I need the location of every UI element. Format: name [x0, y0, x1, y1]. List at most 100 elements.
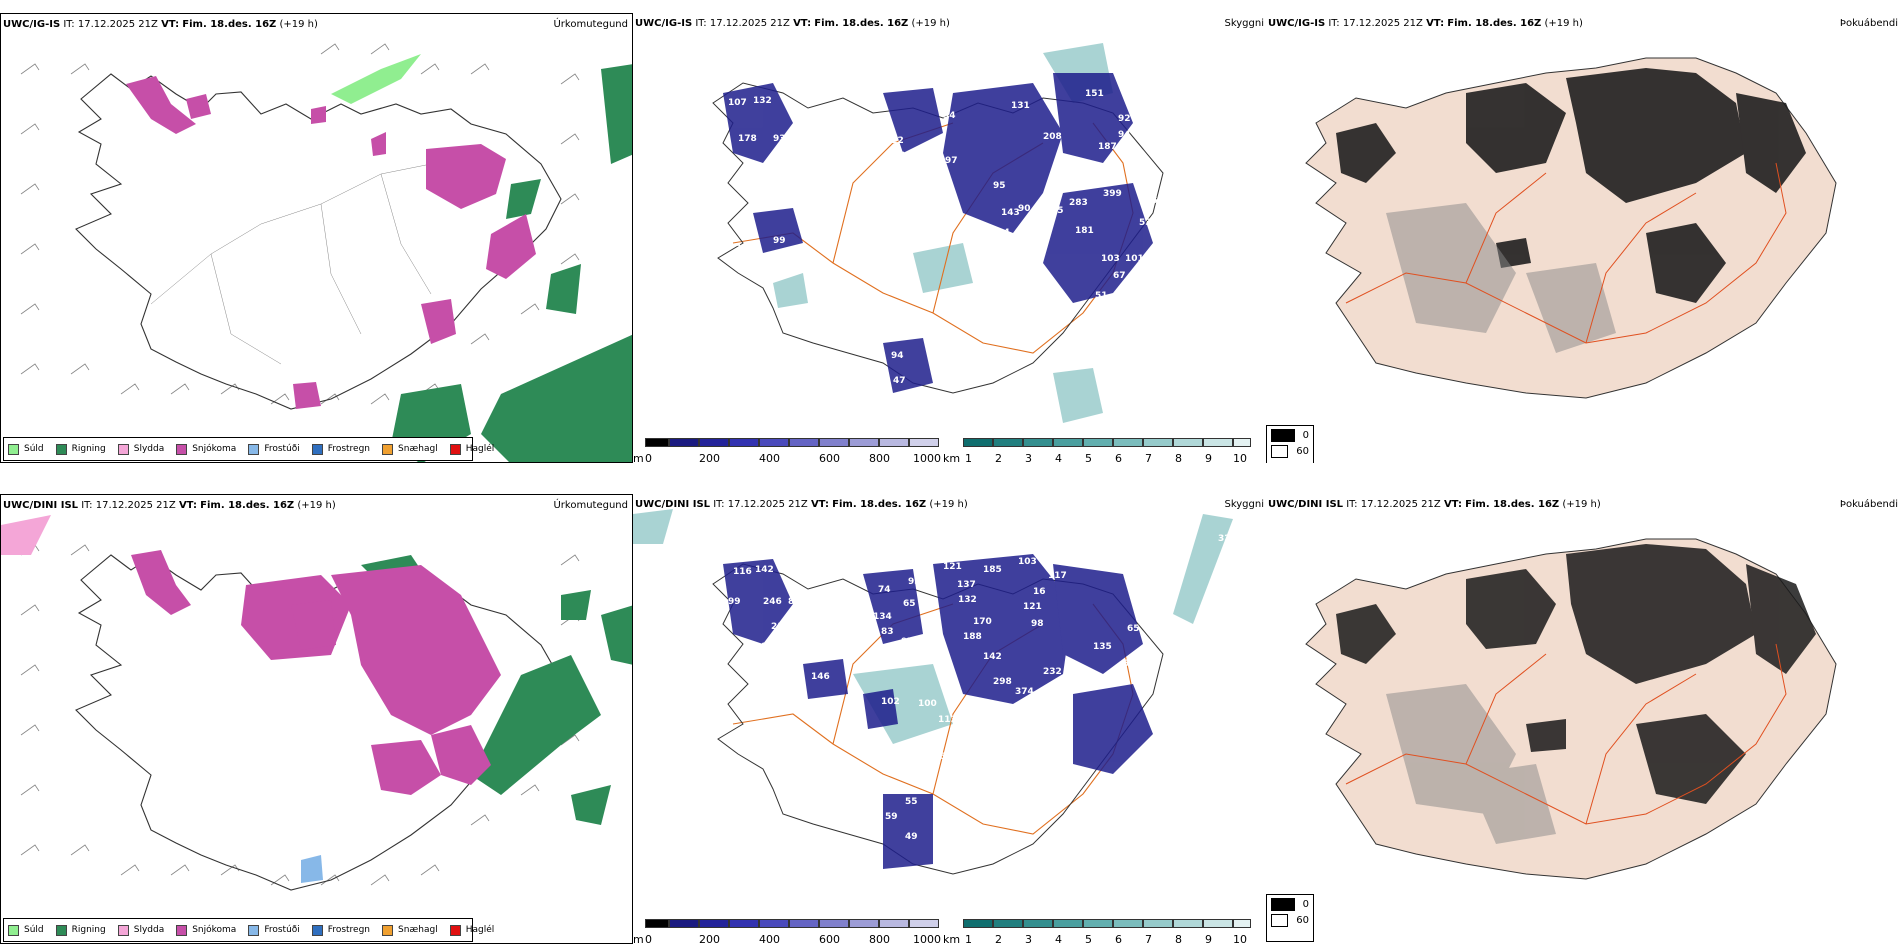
wind-barbs — [20, 43, 580, 405]
cloud-label: 143 — [1001, 208, 1020, 218]
legend-item: Frostúði — [248, 443, 300, 455]
panel-title: Úrkomutegund — [553, 19, 628, 30]
legend-item: Rigning — [55, 924, 106, 936]
precip-type-legend: Súld Rigning Slydda Snjókoma Frostúði Fr… — [3, 437, 494, 461]
cloud-label: 185 — [983, 565, 1002, 575]
cloud-label: 56 — [1145, 196, 1158, 206]
panel-header: UWC/IG-IS IT: 17.12.2025 21Z VT: Fim. 18… — [1268, 18, 1583, 29]
legend-item: Súld — [8, 924, 44, 936]
cloud-label: 188 — [963, 632, 982, 642]
cloud-label: 65 — [1127, 624, 1140, 634]
cloud-label: 99 — [773, 236, 786, 246]
cloud-label: 47 — [893, 376, 906, 386]
visibility-areas — [633, 509, 1233, 744]
legend-item: Slydda — [117, 924, 164, 936]
cloud-label: 93 — [773, 134, 786, 144]
cloud-label: 158 — [813, 717, 832, 727]
snow-areas — [126, 76, 536, 409]
cloud-label: 178 — [738, 134, 757, 144]
cloud-label: 187 — [1098, 142, 1117, 152]
precip-map — [1, 515, 632, 891]
cloud-label: 54 — [1123, 659, 1136, 669]
precip-type-panel-row2: UWC/DINI ISL IT: 17.12.2025 21Z VT: Fim.… — [0, 494, 633, 944]
precip-map — [20, 43, 632, 462]
cloud-label: 90 — [1018, 204, 1031, 214]
cloud-label: 58 — [1067, 304, 1080, 314]
cloud-label: 26 — [983, 747, 996, 757]
cloud-label: 41 — [1128, 166, 1141, 176]
cloud-label: 399 — [1103, 189, 1122, 199]
cloud-base-labels: 107 132 178 93 126 76 155 52 99 122 83 3… — [669, 89, 1158, 386]
cloud-label: 97 — [901, 637, 914, 647]
panel-header: UWC/IG-IS IT: 17.12.2025 21Z VT: Fim. 18… — [3, 19, 318, 30]
cloud-label: 210 — [955, 730, 974, 740]
legend-item: Haglél — [449, 443, 494, 455]
cloud-base-areas — [723, 554, 1153, 869]
cloud-label: 98 — [1031, 619, 1044, 629]
cloud-label: 53 — [1139, 218, 1152, 228]
cloud-label: 84 — [763, 687, 776, 697]
cloud-label: 326 — [1218, 534, 1237, 544]
fog-dark-areas — [1336, 68, 1806, 303]
cloud-label: 132 — [958, 595, 977, 605]
iceland-outline — [75, 554, 562, 891]
legend-item: Snjókoma — [176, 924, 236, 936]
legend-item: Slydda — [117, 443, 164, 455]
cloud-label: 95 — [993, 181, 1006, 191]
cloud-label: 97 — [761, 642, 774, 652]
cloud-label: 99 — [728, 597, 741, 607]
cloud-label: 93 — [908, 577, 921, 587]
cloud-label: 113 — [938, 715, 957, 725]
cloud-label: 181 — [1075, 226, 1094, 236]
cloud-label: 117 — [1048, 571, 1067, 581]
cloud-label: 151 — [1085, 89, 1104, 99]
cloud-base-labels: 116 142 99 246 80 211 97 61 146 84 158 7… — [728, 534, 1237, 842]
cloud-label: 142 — [755, 565, 774, 575]
cloud-label: 83 — [881, 627, 894, 637]
cloud-label: 65 — [1051, 206, 1064, 216]
cloud-label: 232 — [1043, 667, 1062, 677]
cloud-label: 76 — [745, 194, 758, 204]
cloud-label: 165 — [933, 752, 952, 762]
cloud-label: 146 — [811, 672, 830, 682]
cloud-label: 51 — [1095, 291, 1108, 301]
cloud-label: 80 — [788, 597, 801, 607]
panel-title: Úrkomutegund — [553, 500, 628, 511]
cloud-label: 134 — [873, 612, 892, 622]
cloud-label: 61 — [1103, 677, 1116, 687]
iceland-outline — [75, 73, 562, 410]
cloud-label: 10 — [1035, 224, 1048, 234]
cloud-label: 102 — [881, 697, 900, 707]
cloud-label: 126 — [751, 171, 770, 181]
cloud-label: 92 — [1118, 114, 1131, 124]
precip-type-legend: Súld Rigning Slydda Snjókoma Frostúði Fr… — [3, 918, 494, 942]
cloud-label: 121 — [943, 562, 962, 572]
cloud-label: 55 — [905, 797, 918, 807]
cloud-label: 107 — [728, 98, 747, 108]
snow-areas — [131, 550, 501, 795]
cloud-label: 101 — [1125, 254, 1144, 264]
roads — [1345, 643, 1787, 825]
cloud-label: 269 — [1008, 727, 1027, 737]
cloud-label: 137 — [957, 580, 976, 590]
fog-index-panel-row1: UWC/IG-IS IT: 17.12.2025 21Z VT: Fim. 18… — [1266, 13, 1900, 463]
cloud-label: 100 — [918, 699, 937, 709]
cloud-map: 116 142 99 246 80 211 97 61 146 84 158 7… — [633, 509, 1237, 875]
cloud-base-colorbar: m 0 200 400 600 800 1000 — [633, 438, 943, 463]
legend-item: Snæhagl — [382, 443, 438, 455]
fog-legend: 0 60 — [1266, 425, 1314, 463]
cloud-label: 283 — [1069, 198, 1088, 208]
legend-item: Rigning — [55, 443, 106, 455]
legend-item: Haglél — [449, 924, 494, 936]
cloud-label: 135 — [1093, 642, 1112, 652]
cloud-label: 103 — [1101, 254, 1120, 264]
cloud-label: 74 — [878, 585, 891, 595]
cloud-label: 59 — [885, 812, 898, 822]
cloud-label: 83 — [893, 151, 906, 161]
cloud-label: 52 — [669, 252, 682, 262]
panel-header: UWC/DINI ISL IT: 17.12.2025 21Z VT: Fim.… — [3, 500, 336, 511]
legend-item: Frostregn — [311, 443, 370, 455]
cloud-label: 155 — [736, 244, 755, 254]
roads — [1345, 162, 1787, 344]
panel-title: Þokuábendi — [1839, 499, 1898, 510]
